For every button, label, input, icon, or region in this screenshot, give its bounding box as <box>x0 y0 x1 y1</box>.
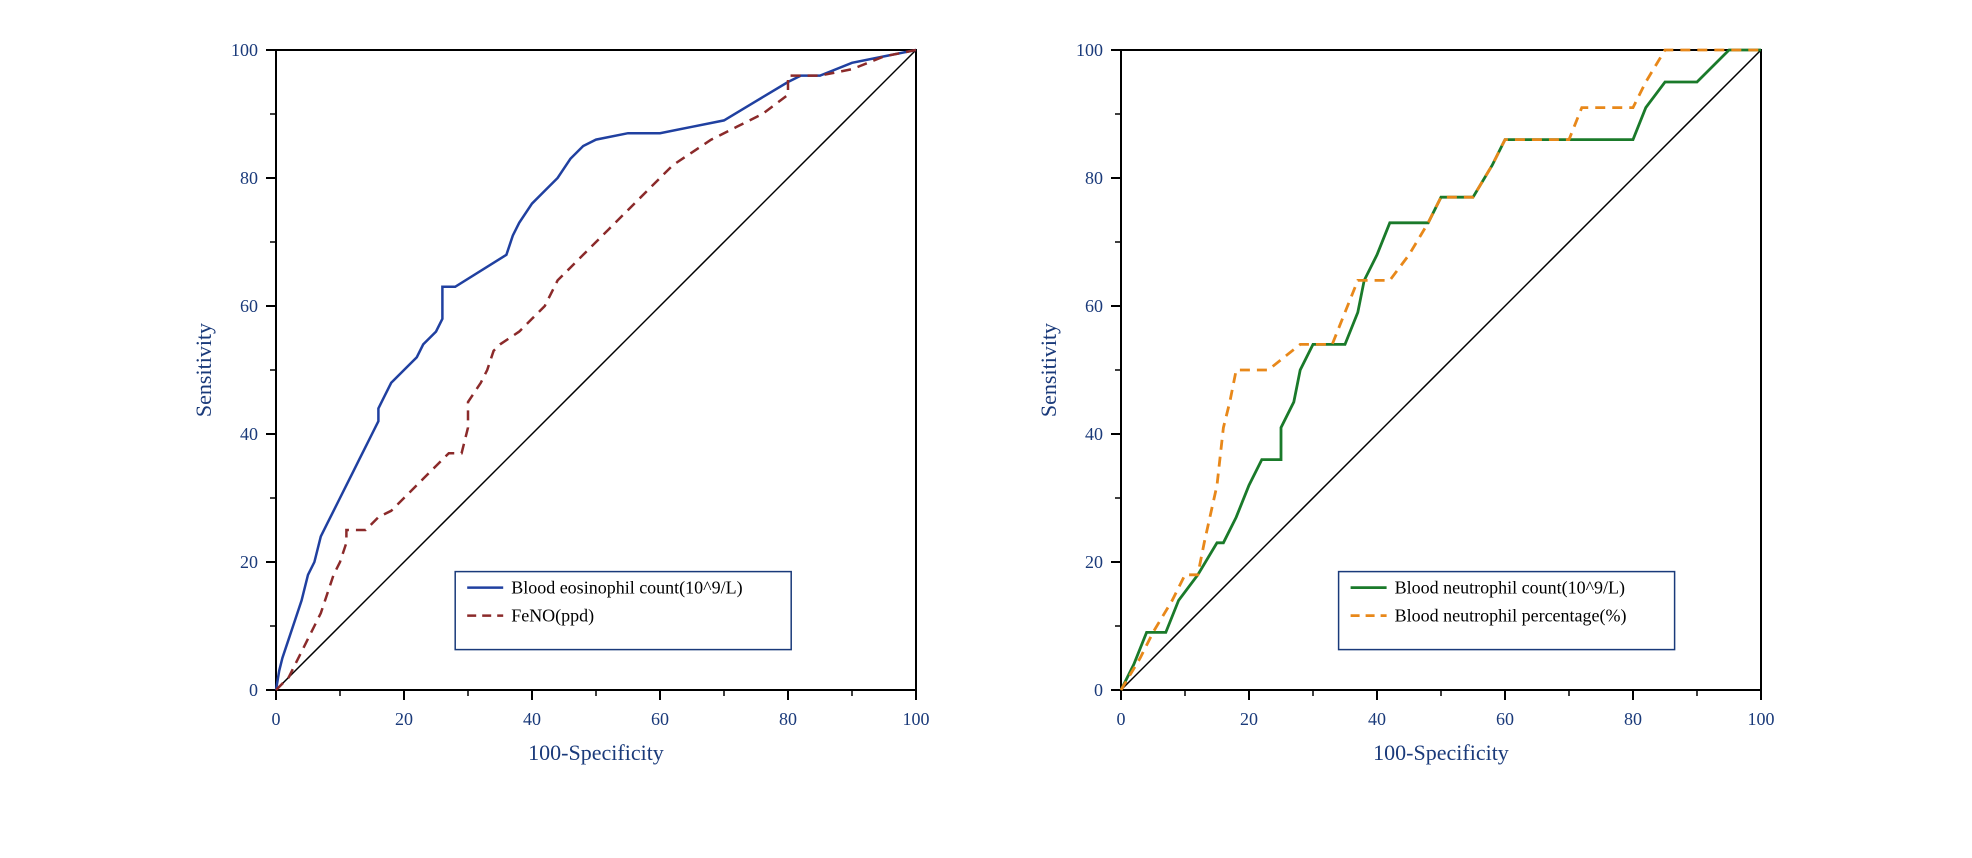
y-tick-label: 20 <box>240 552 258 572</box>
y-tick-label: 60 <box>240 296 258 316</box>
x-tick-label: 20 <box>1240 709 1258 729</box>
y-tick-label: 80 <box>1085 168 1103 188</box>
y-tick-label: 20 <box>1085 552 1103 572</box>
x-tick-label: 60 <box>1496 709 1514 729</box>
y-axis-label: Sensitivity <box>1036 323 1061 417</box>
x-tick-label: 40 <box>523 709 541 729</box>
y-tick-label: 40 <box>240 424 258 444</box>
left-roc-chart: 0 20 40 60 80 100 0 20 40 60 80 100 100-Specificity S… <box>181 20 946 780</box>
legend-label: Blood eosinophil count(10^9/L) <box>511 578 742 599</box>
x-tick-label: 80 <box>779 709 797 729</box>
x-tick-label: 100 <box>1748 709 1775 729</box>
x-tick-label: 0 <box>1117 709 1126 729</box>
y-tick-label: 100 <box>1076 40 1103 60</box>
left-chart-wrapper: 0 20 40 60 80 100 0 20 40 60 80 100 100-Specificity S… <box>181 20 946 780</box>
y-tick-label: 0 <box>1094 680 1103 700</box>
y-axis-label: Sensitivity <box>191 323 216 417</box>
x-tick-label: 40 <box>1368 709 1386 729</box>
y-tick-label: 60 <box>1085 296 1103 316</box>
x-axis-label: 100-Specificity <box>1373 740 1509 765</box>
x-tick-label: 20 <box>395 709 413 729</box>
x-tick-label: 80 <box>1624 709 1642 729</box>
x-tick-label: 100 <box>903 709 930 729</box>
y-tick-label: 100 <box>231 40 258 60</box>
charts-container: 0 20 40 60 80 100 0 20 40 60 80 100 100-Specificity S… <box>20 20 1952 780</box>
x-tick-label: 0 <box>272 709 281 729</box>
legend-label: FeNO(ppd) <box>511 606 594 627</box>
y-tick-label: 40 <box>1085 424 1103 444</box>
right-roc-chart: 0 20 40 60 80 100 0 20 40 60 80 100 100-Specificity S… <box>1026 20 1791 780</box>
y-tick-label: 80 <box>240 168 258 188</box>
right-chart-wrapper: 0 20 40 60 80 100 0 20 40 60 80 100 100-Specificity S… <box>1026 20 1791 780</box>
y-tick-label: 0 <box>249 680 258 700</box>
legend-label: Blood neutrophil count(10^9/L) <box>1395 578 1625 599</box>
x-axis-label: 100-Specificity <box>528 740 664 765</box>
x-tick-label: 60 <box>651 709 669 729</box>
legend-label: Blood neutrophil percentage(%) <box>1395 606 1627 627</box>
